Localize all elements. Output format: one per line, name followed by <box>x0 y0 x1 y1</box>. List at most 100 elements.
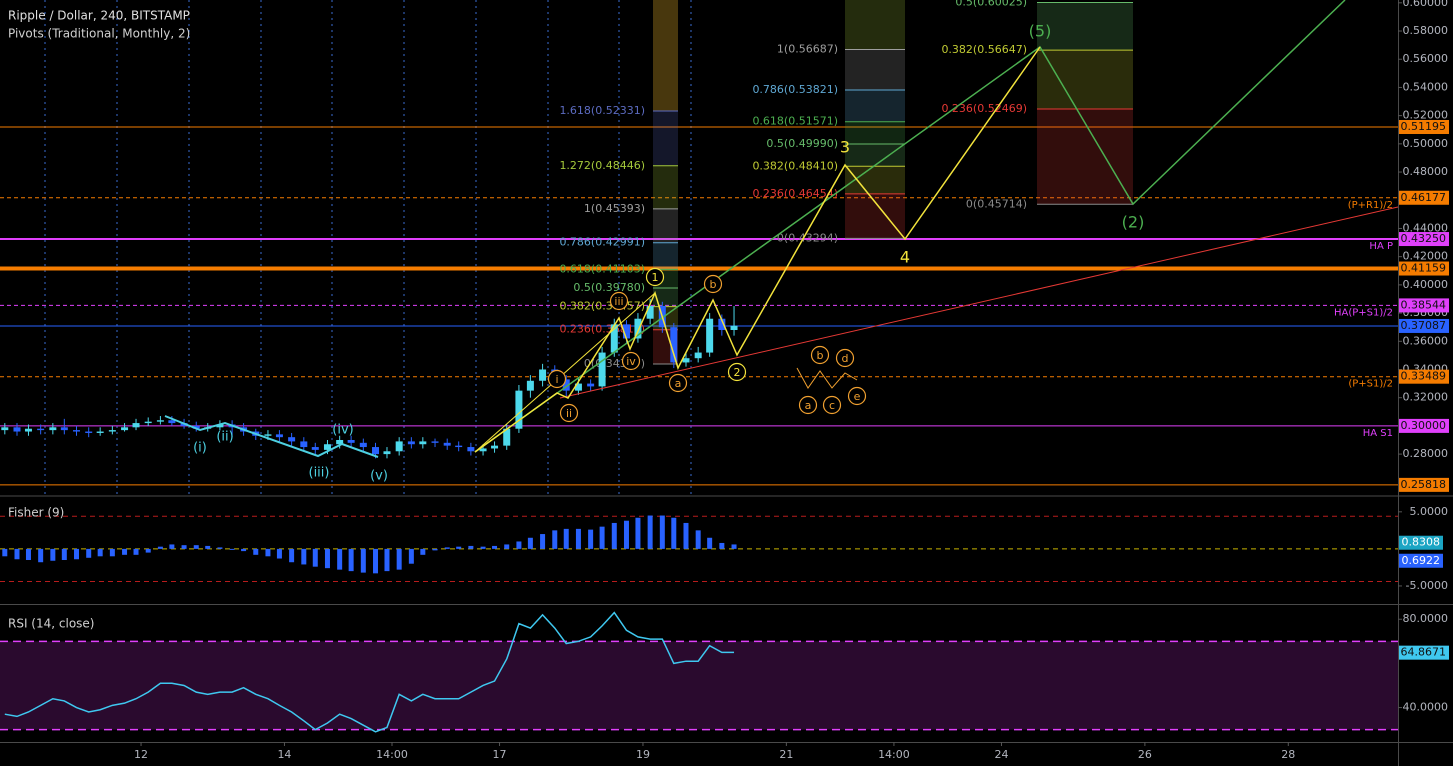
last-value-box <box>1399 645 1449 660</box>
price-label: 0.30000 <box>1401 419 1447 432</box>
y-tick-label: 0.54000 <box>1403 80 1449 93</box>
fisher-bar <box>504 544 510 549</box>
fisher-bar <box>289 548 295 563</box>
x-tick-label: 21 <box>779 748 793 761</box>
y-tick-label: 0.58000 <box>1403 24 1449 37</box>
y-tick-label: 0.60000 <box>1403 0 1449 9</box>
fisher-bar <box>14 548 20 560</box>
y-tick-label: -5.0000 <box>1406 579 1448 592</box>
fisher-bar <box>396 548 402 570</box>
candle-body <box>383 451 391 455</box>
price-label-box <box>1399 261 1449 276</box>
fisher-bar <box>683 522 689 549</box>
wave-circle <box>547 369 567 389</box>
price-label-box <box>1399 190 1449 205</box>
candle-body <box>13 427 21 432</box>
rsi-line <box>4 611 735 733</box>
candle-body <box>60 427 68 431</box>
fisher-bar <box>337 548 343 570</box>
fisher-bar <box>181 545 187 549</box>
candle-body <box>598 352 606 387</box>
candle-body <box>526 380 534 391</box>
wave-label: (2) <box>1122 213 1145 232</box>
candle-body <box>479 448 487 452</box>
fisher-bar <box>408 548 414 564</box>
chart-subtitle: Pivots (Traditional, Monthly, 2) <box>8 27 190 41</box>
fib-label: 0.236(0.36819) <box>559 323 645 336</box>
price-label: 0.43250 <box>1401 232 1447 245</box>
candle-body <box>670 327 678 363</box>
x-tick-label: 19 <box>636 748 650 761</box>
wave-label: d <box>842 352 849 365</box>
wave-lines <box>164 0 1398 458</box>
fib-band <box>1037 2 1133 51</box>
last-value-box <box>1399 535 1443 550</box>
fisher-bar <box>301 548 307 565</box>
fisher-bar <box>145 548 151 553</box>
wave-label: (ii) <box>216 430 233 445</box>
candle-body <box>455 445 463 448</box>
x-tick-label: 17 <box>493 748 507 761</box>
fisher-bar <box>384 548 390 572</box>
candle-body <box>24 428 32 432</box>
fisher-bar <box>719 542 725 549</box>
fisher-bar <box>707 537 713 549</box>
fisher-bar <box>348 548 354 572</box>
candle-body <box>96 431 104 433</box>
fisher-pane <box>0 515 1398 583</box>
fisher-bar <box>611 522 617 549</box>
wave-label: (iii) <box>309 466 330 481</box>
fib-label: 0.236(0.46454) <box>752 187 838 200</box>
fisher-bar <box>420 548 426 555</box>
fib-label: 0.786(0.42991) <box>559 236 645 249</box>
candle-body <box>156 420 164 422</box>
y-tick-label: 0.56000 <box>1403 52 1449 65</box>
x-tick-label: 28 <box>1281 748 1295 761</box>
fisher-bar <box>324 548 330 569</box>
fisher-bar <box>635 517 641 549</box>
price-label: 0.51195 <box>1401 120 1447 133</box>
candle-body <box>634 318 642 339</box>
candle-body <box>311 447 319 450</box>
wave-circle <box>727 362 747 382</box>
candle-body <box>132 423 140 428</box>
fisher-bar <box>312 548 318 567</box>
candle-body <box>682 358 690 363</box>
price-label: 0.37087 <box>1401 319 1447 332</box>
wave-label: i <box>555 373 558 386</box>
fisher-bar <box>2 548 8 557</box>
candle-body <box>108 430 116 432</box>
fib-band <box>845 0 905 50</box>
wave-label: e <box>854 390 861 403</box>
rsi-band <box>0 641 1398 730</box>
wave-label: a <box>675 377 682 390</box>
wave-circle <box>559 403 579 423</box>
candle-body <box>646 306 654 319</box>
candle-body <box>288 437 296 442</box>
candle-body <box>216 424 224 428</box>
fib-band <box>653 0 678 111</box>
candle-body <box>264 434 272 436</box>
candle-body <box>300 441 308 448</box>
fib-label: 0.5(0.49990) <box>766 137 838 150</box>
fisher-bar <box>540 534 546 549</box>
fisher-bar <box>599 526 605 549</box>
fib-label: 0.618(0.51571) <box>752 115 838 128</box>
wave-label: 2 <box>734 366 741 379</box>
fisher-bar <box>74 548 80 560</box>
candle-body <box>85 431 93 433</box>
wave-label: 1 <box>652 271 659 284</box>
price-label-box <box>1399 298 1449 313</box>
fib-band <box>1037 50 1133 110</box>
last-value-box <box>1399 553 1443 568</box>
fib-band <box>845 193 905 239</box>
price-label: 0.25818 <box>1401 478 1447 491</box>
fisher-title: Fisher (9) <box>8 506 64 520</box>
x-tick-label: 24 <box>994 748 1008 761</box>
fisher-bar <box>276 548 282 559</box>
x-tick-label: 14:00 <box>878 748 910 761</box>
candle-body <box>372 447 380 455</box>
candle-body <box>718 318 726 330</box>
price-label: 0.46177 <box>1401 191 1447 204</box>
